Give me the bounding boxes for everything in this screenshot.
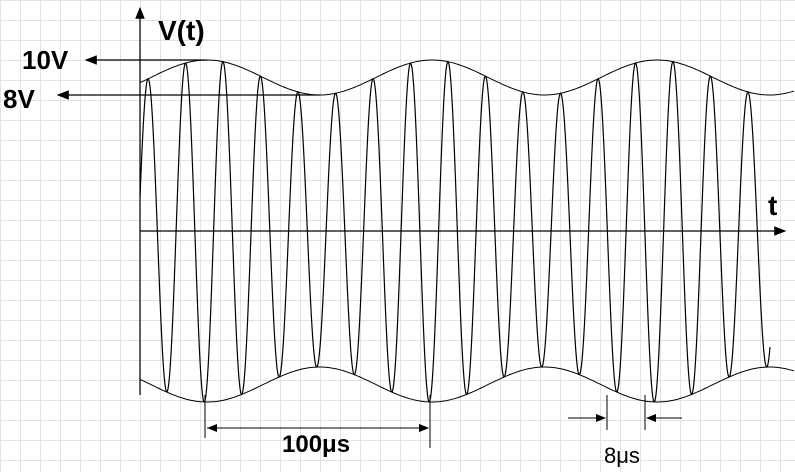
label-10v: 10V: [22, 45, 69, 75]
label-8us: 8μs: [604, 443, 640, 468]
label-100us: 100μs: [282, 431, 350, 458]
x-axis-label: t: [768, 190, 777, 221]
y-axis-label: V(t): [158, 15, 205, 46]
label-8v: 8V: [3, 84, 35, 114]
carrier-wave: [139, 60, 771, 403]
